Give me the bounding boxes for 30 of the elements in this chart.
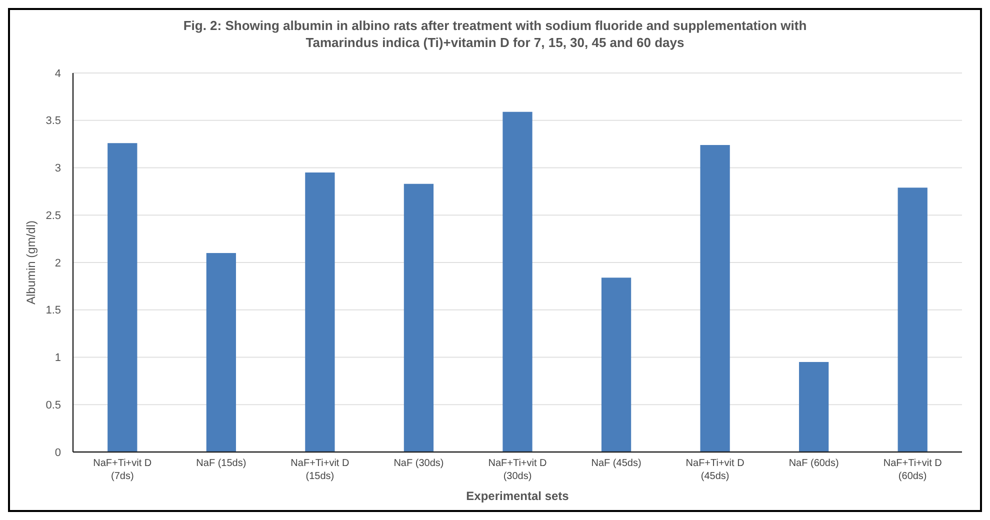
x-tick-label: NaF+Ti+vit D (7ds) (93, 458, 152, 482)
chart-title: Fig. 2: Showing albumin in albino rats after treatment with sodium fluoride and supplementation with Tamarindus indica (Ti)+vitamin D for 7, 15, 30, 45 and 60 days (183, 18, 807, 50)
bar (601, 278, 632, 452)
bar (404, 184, 434, 452)
x-tick-label: NaF+Ti+vit D (45ds) (686, 458, 744, 482)
x-tick-label: NaF (15ds) (196, 458, 246, 469)
x-tick-label: NaF (60ds) (788, 458, 839, 469)
y-tick-label: 0.5 (46, 399, 61, 412)
y-axis-title: Albumin (gm/dl) (24, 220, 38, 305)
bar (206, 253, 236, 452)
y-tick-label: 0 (54, 446, 61, 459)
x-tick-label: NaF (45ds) (591, 458, 642, 469)
y-tick-label: 2.5 (46, 210, 61, 222)
y-tick-label: 3 (54, 162, 61, 175)
y-tick-label: 4 (54, 68, 61, 80)
x-tick-label: NaF+Ti+vit D (30ds) (488, 458, 547, 482)
x-tick-label: NaF+Ti+vit D (60ds) (883, 458, 942, 482)
bar (305, 172, 335, 452)
bar (700, 145, 730, 452)
y-tick-label: 2 (54, 257, 61, 270)
y-tick-label: 1.5 (46, 304, 61, 317)
bar (502, 112, 532, 452)
bar (799, 362, 829, 452)
bar (898, 188, 928, 452)
bar (108, 143, 138, 452)
x-tick-label: NaF (30ds) (394, 458, 444, 469)
x-tick-label: NaF+Ti+vit D (15ds) (290, 458, 350, 482)
x-axis-title: Experimental sets (466, 489, 570, 503)
y-tick-label: 3.5 (46, 115, 61, 128)
y-tick-label: 1 (54, 352, 61, 364)
